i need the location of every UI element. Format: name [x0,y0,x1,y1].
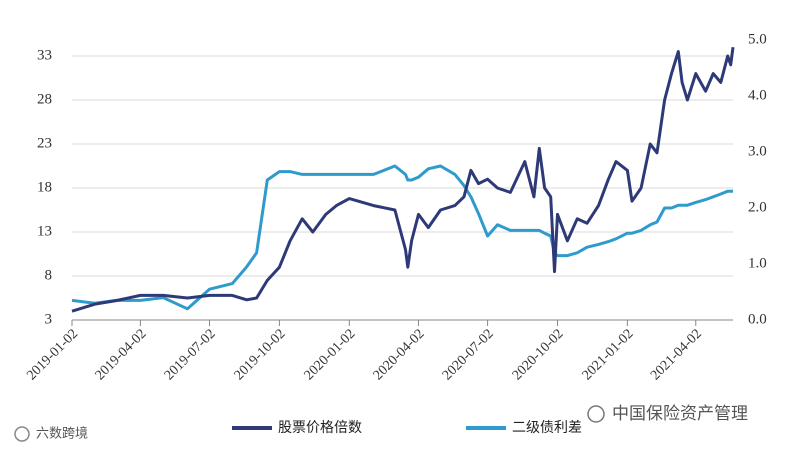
series-line [71,47,735,313]
y2-tick-label: 1.0 [748,255,767,271]
y-tick-label: 8 [45,267,53,283]
y-tick-label: 18 [37,179,52,195]
x-tick-label: 2019-10-02 [232,326,289,383]
y2-tick-label: 2.0 [748,199,767,215]
x-tick-label: 2021-01-02 [580,326,637,383]
watermark: 中国保险资产管理 [612,404,748,424]
x-tick-label: 2019-04-02 [93,326,150,383]
y2-tick-label: 3.0 [748,143,767,159]
watermark-icon [14,426,30,442]
legend-label: 股票价格倍数 [278,420,362,436]
x-tick-label: 2020-04-02 [371,326,428,383]
x-tick-label: 2019-01-02 [24,326,81,383]
y-tick-label: 33 [37,47,52,63]
x-tick-label: 2021-04-02 [648,326,705,383]
watermark: 六数跨境 [36,427,88,442]
y2-tick-label: 0.0 [748,311,767,327]
x-tick-label: 2020-10-02 [510,326,567,383]
y-tick-label: 28 [37,91,52,107]
y2-tick-label: 4.0 [748,87,767,103]
x-tick-label: 2020-01-02 [302,326,359,383]
x-tick-label: 2019-07-02 [162,326,219,383]
x-tick-label: 2020-07-02 [440,326,497,383]
y2-tick-label: 5.0 [748,31,767,47]
y-tick-label: 23 [37,135,52,151]
y-tick-label: 3 [45,311,53,327]
legend-label: 二级债利差 [512,420,582,436]
watermark-icon [587,405,605,423]
series-line [71,164,733,311]
y-tick-label: 13 [37,223,52,239]
